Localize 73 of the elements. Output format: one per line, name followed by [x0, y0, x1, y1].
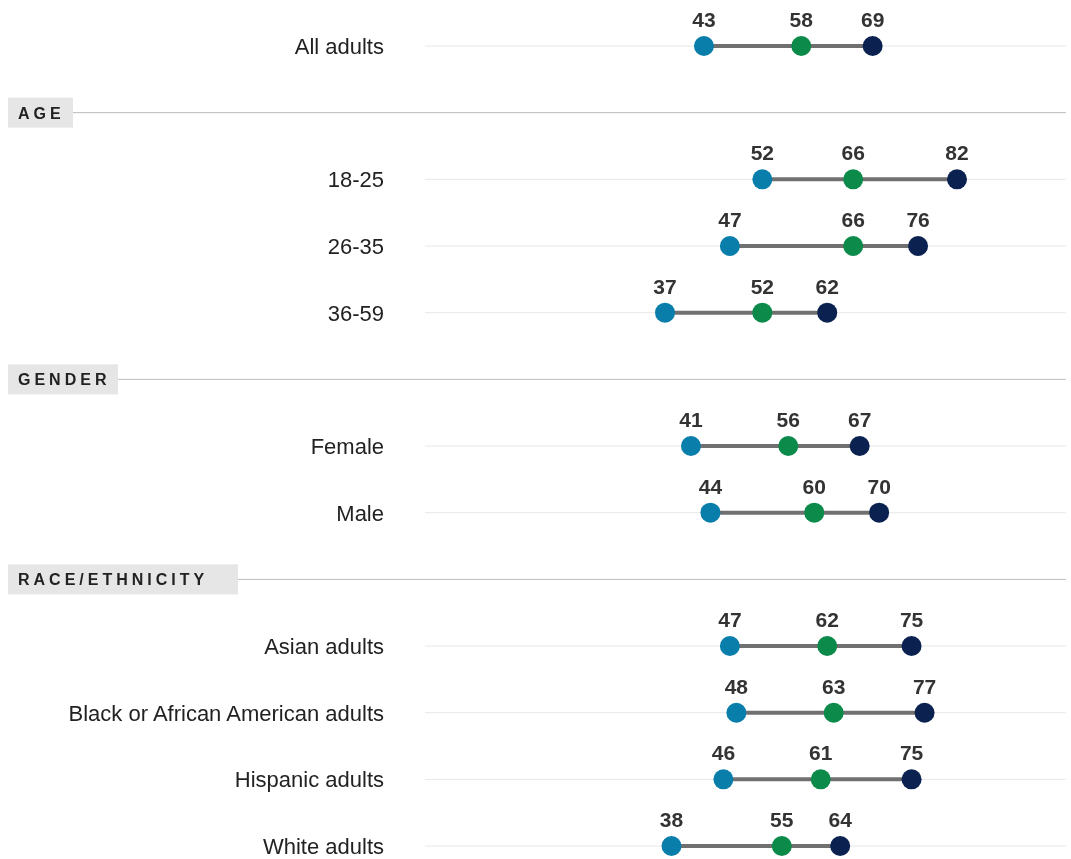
data-label: 75	[899, 741, 924, 765]
point	[823, 702, 844, 723]
data-label: 77	[912, 674, 937, 698]
y-tick-label: White adults	[262, 834, 384, 859]
data-label: 75	[899, 608, 924, 632]
data-label: 82	[945, 141, 969, 165]
data-label: 44	[698, 474, 723, 498]
data-label: 76	[906, 208, 930, 232]
point	[947, 169, 967, 190]
data-label: 43	[692, 8, 716, 31]
y-tick-label: Black or African American adults	[68, 700, 384, 726]
point	[719, 236, 740, 257]
point	[752, 169, 773, 190]
data-label: 47	[718, 608, 742, 632]
point	[693, 36, 714, 56]
data-label: 52	[750, 274, 775, 298]
point	[778, 436, 799, 457]
data-label: 67	[847, 408, 872, 432]
text: AGE	[18, 104, 65, 122]
point	[843, 169, 864, 190]
point	[908, 236, 929, 257]
point	[791, 36, 812, 56]
data-label: 37	[653, 274, 677, 298]
point	[661, 836, 682, 857]
data-label: 66	[841, 141, 865, 165]
point	[810, 769, 831, 790]
point	[901, 636, 922, 657]
point	[862, 36, 883, 56]
y-tick-label: All adults	[294, 34, 384, 59]
point	[726, 702, 747, 723]
point	[901, 769, 922, 790]
point	[713, 769, 734, 790]
text: RACE/ETHNICITY	[18, 571, 209, 589]
data-label: 60	[802, 474, 826, 498]
y-tick-label: Male	[336, 500, 384, 526]
point	[655, 302, 675, 323]
point	[817, 302, 838, 323]
point	[830, 836, 851, 857]
data-label: 64	[828, 808, 853, 832]
y-tick-label: Hispanic adults	[234, 767, 384, 793]
point	[849, 436, 870, 457]
data-label: 41	[679, 408, 703, 432]
point	[914, 702, 935, 723]
data-label: 61	[809, 741, 833, 765]
point	[817, 636, 838, 657]
data-label: 46	[711, 741, 736, 765]
point	[771, 836, 792, 857]
y-tick-label: Asian adults	[264, 634, 384, 660]
data-label: 62	[815, 608, 839, 632]
data-label: 56	[776, 408, 800, 432]
data-label: 58	[789, 8, 814, 31]
data-label: 55	[770, 808, 794, 832]
data-label: 38	[659, 808, 684, 832]
data-label: 47	[718, 208, 742, 232]
point	[804, 502, 825, 523]
data-label: 66	[841, 208, 865, 232]
point	[700, 502, 721, 523]
y-tick-label: 26-35	[327, 234, 384, 260]
point	[869, 502, 890, 523]
data-label: 62	[815, 274, 839, 298]
point	[752, 302, 773, 323]
y-tick-label: Female	[310, 434, 384, 460]
point	[719, 636, 740, 657]
y-tick-label: 18-25	[327, 167, 384, 193]
data-label: 48	[724, 674, 749, 698]
data-label: 69	[860, 8, 885, 31]
data-label: 70	[867, 474, 891, 498]
y-tick-label: 36-59	[327, 300, 384, 326]
data-label: 63	[822, 674, 846, 698]
point	[843, 236, 864, 257]
text: GENDER	[18, 371, 111, 389]
point	[680, 436, 701, 457]
data-label: 52	[750, 141, 775, 165]
